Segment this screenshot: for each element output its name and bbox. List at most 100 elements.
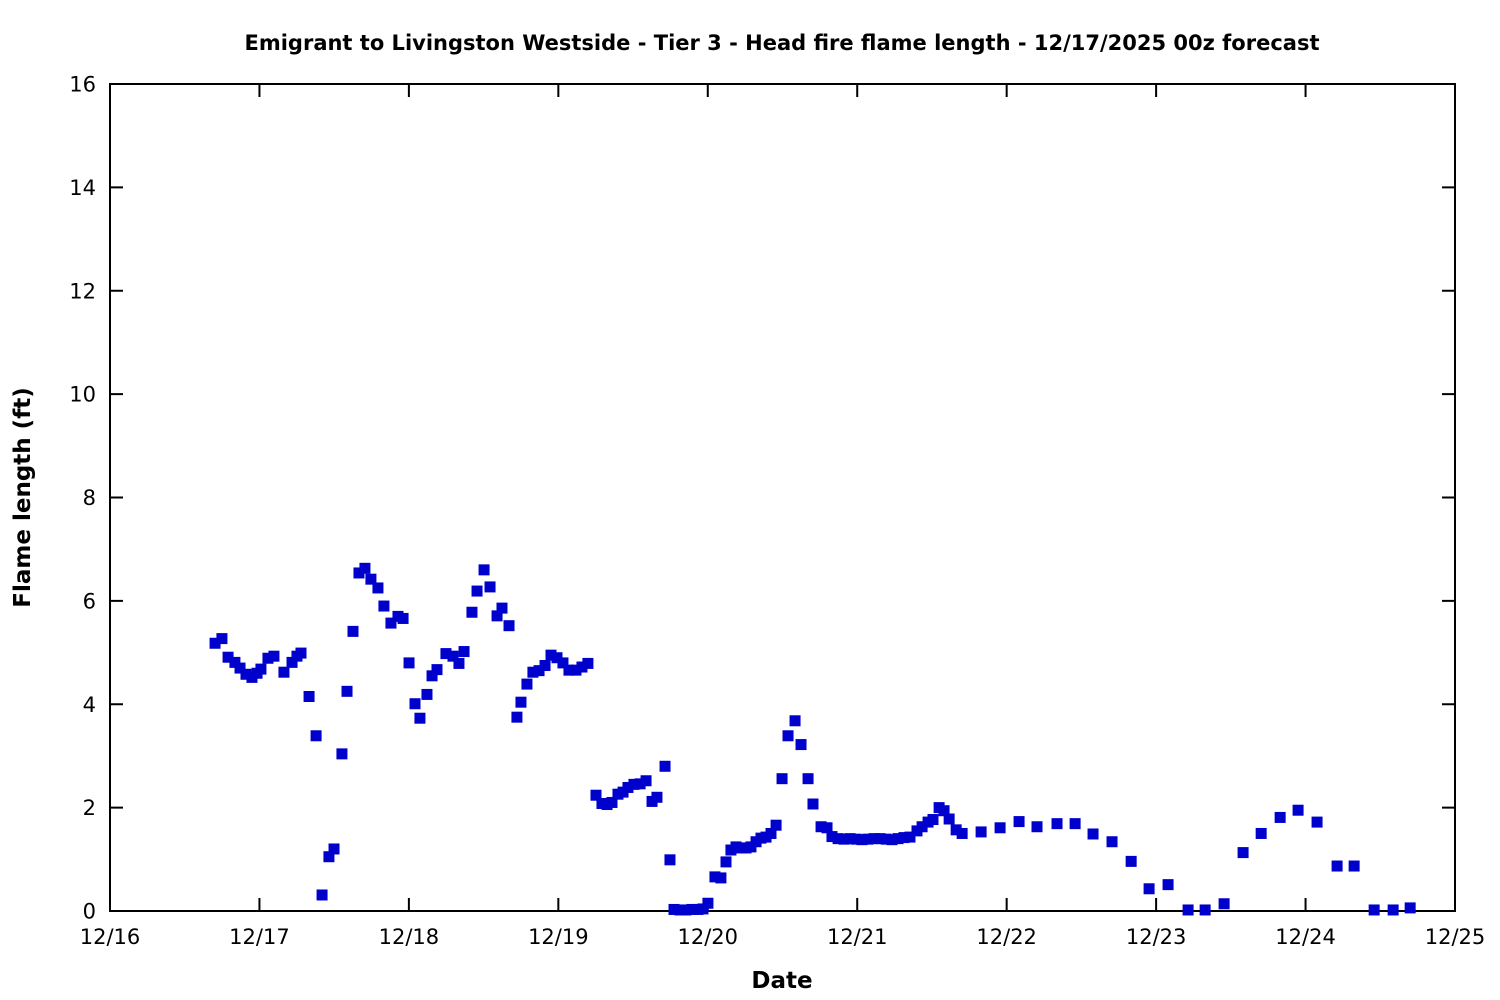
data-point: [680, 904, 692, 916]
data-point: [316, 889, 328, 901]
data-point: [222, 651, 234, 663]
data-point: [664, 854, 676, 866]
data-point: [1051, 818, 1063, 830]
data-point: [702, 897, 714, 909]
data-point: [365, 573, 377, 585]
data-point: [539, 659, 551, 671]
data-point: [341, 685, 353, 697]
y-tick-label: 6: [83, 589, 96, 613]
data-point: [563, 664, 575, 676]
data-point: [491, 610, 503, 622]
data-point: [606, 796, 618, 808]
data-point: [414, 712, 426, 724]
data-point: [850, 833, 862, 845]
data-point: [421, 688, 433, 700]
x-tick-label: 12/25: [1425, 925, 1486, 949]
data-point: [892, 833, 904, 845]
x-tick-label: 12/23: [1126, 925, 1187, 949]
data-point: [1292, 804, 1304, 816]
data-point: [1368, 904, 1380, 916]
data-point: [674, 904, 686, 916]
data-point: [807, 798, 819, 810]
data-point: [557, 657, 569, 669]
data-point: [821, 822, 833, 834]
data-point: [898, 832, 910, 844]
data-point: [709, 871, 721, 883]
data-point: [720, 856, 732, 868]
y-tick-label: 14: [69, 176, 96, 200]
x-tick-label: 12/17: [229, 925, 290, 949]
data-point: [1237, 847, 1249, 859]
data-point: [1331, 860, 1343, 872]
data-point: [838, 833, 850, 845]
data-point: [1199, 904, 1211, 916]
data-point: [1218, 898, 1230, 910]
data-point: [278, 666, 290, 678]
data-point: [1125, 855, 1137, 867]
data-point: [956, 827, 968, 839]
data-point: [640, 775, 652, 787]
data-point: [927, 814, 939, 826]
data-point: [551, 652, 563, 664]
y-tick-label: 10: [69, 383, 96, 407]
data-point: [880, 833, 892, 845]
data-point: [904, 831, 916, 843]
data-point: [216, 633, 228, 645]
data-point: [832, 833, 844, 845]
data-point: [378, 600, 390, 612]
data-point: [511, 711, 523, 723]
data-point: [323, 851, 335, 863]
y-tick-label: 16: [69, 73, 96, 97]
data-point: [844, 833, 856, 845]
data-point: [686, 903, 698, 915]
data-point: [1013, 816, 1025, 828]
data-point: [943, 813, 955, 825]
data-point: [310, 730, 322, 742]
data-point: [372, 582, 384, 594]
data-point: [409, 698, 421, 710]
data-point: [353, 567, 365, 579]
data-point: [533, 665, 545, 677]
data-point: [651, 791, 663, 803]
data-point: [826, 831, 838, 843]
data-point: [1162, 879, 1174, 891]
x-tick-label: 12/22: [976, 925, 1037, 949]
plot-border: [109, 83, 1456, 912]
x-tick-label: 12/18: [379, 925, 440, 949]
data-point: [1106, 836, 1118, 848]
data-point: [515, 696, 527, 708]
y-tick-label: 0: [83, 900, 96, 924]
data-point: [668, 903, 680, 915]
data-point: [336, 748, 348, 760]
data-point: [697, 903, 709, 915]
data-point: [359, 562, 371, 574]
data-point: [1404, 902, 1416, 914]
x-tick-label: 12/21: [827, 925, 888, 949]
data-point: [262, 652, 274, 664]
data-point: [659, 760, 671, 772]
data-point: [347, 625, 359, 637]
x-axis-label: Date: [751, 968, 812, 994]
data-point: [1311, 816, 1323, 828]
data-point: [385, 617, 397, 629]
x-tick-label: 12/16: [80, 925, 141, 949]
data-point: [1274, 811, 1286, 823]
data-point: [503, 620, 515, 632]
data-point: [570, 664, 582, 676]
data-point: [234, 662, 246, 674]
data-point: [484, 581, 496, 593]
data-point: [527, 666, 539, 678]
data-point: [447, 650, 459, 662]
y-tick-label: 12: [69, 279, 96, 303]
data-point: [397, 612, 409, 624]
data-point: [545, 649, 557, 661]
y-tick-label: 4: [83, 693, 96, 717]
data-point: [622, 781, 634, 793]
data-point: [471, 585, 483, 597]
data-point: [209, 637, 221, 649]
data-point: [286, 656, 298, 668]
data-point: [938, 805, 950, 817]
data-point: [856, 834, 868, 846]
